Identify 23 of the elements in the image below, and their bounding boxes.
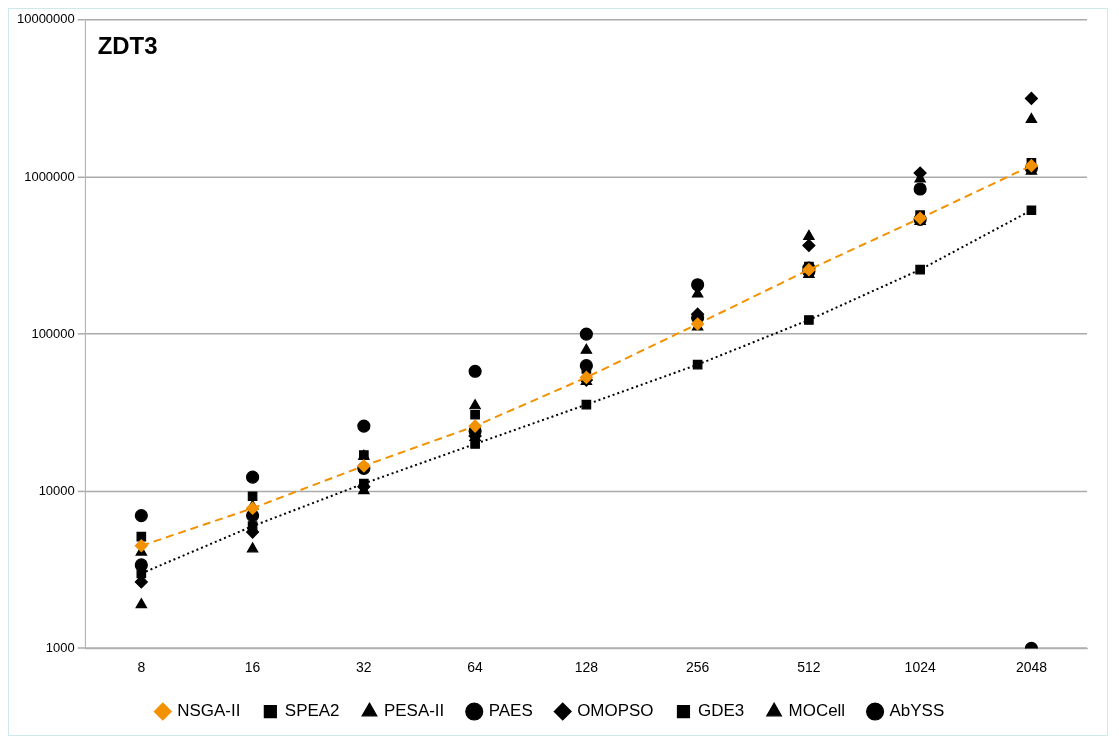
y-tick-label: 1000 <box>45 640 75 656</box>
legend-label: SPEA2 <box>284 701 340 721</box>
legend-label: OMOPSO <box>577 701 654 721</box>
legend-label: NSGA-II <box>177 701 241 721</box>
x-tick-label: 8 <box>137 658 146 675</box>
x-tick-label: 1024 <box>904 658 936 675</box>
x-tick-label: 128 <box>574 658 599 675</box>
x-tick-label: 512 <box>797 658 821 675</box>
y-tick-label: 100000 <box>31 325 75 341</box>
legend-label: PESA-II <box>383 701 445 721</box>
y-tick-label: 1000000 <box>24 168 75 184</box>
x-tick-label: 256 <box>685 658 710 675</box>
y-tick-label: 10000000 <box>16 11 75 27</box>
x-tick-label: 64 <box>467 658 484 675</box>
x-tick-label: 16 <box>244 658 261 675</box>
y-tick-label: 10000 <box>38 482 75 498</box>
legend-label: GDE3 <box>697 701 745 721</box>
legend-label: PAES <box>488 701 533 721</box>
x-tick-label: 2048 <box>1015 658 1048 675</box>
legend-label: AbYSS <box>889 701 945 721</box>
text: ZDT3 <box>97 32 158 60</box>
legend-label: MOCell <box>788 701 846 721</box>
x-tick-label: 32 <box>356 658 372 675</box>
